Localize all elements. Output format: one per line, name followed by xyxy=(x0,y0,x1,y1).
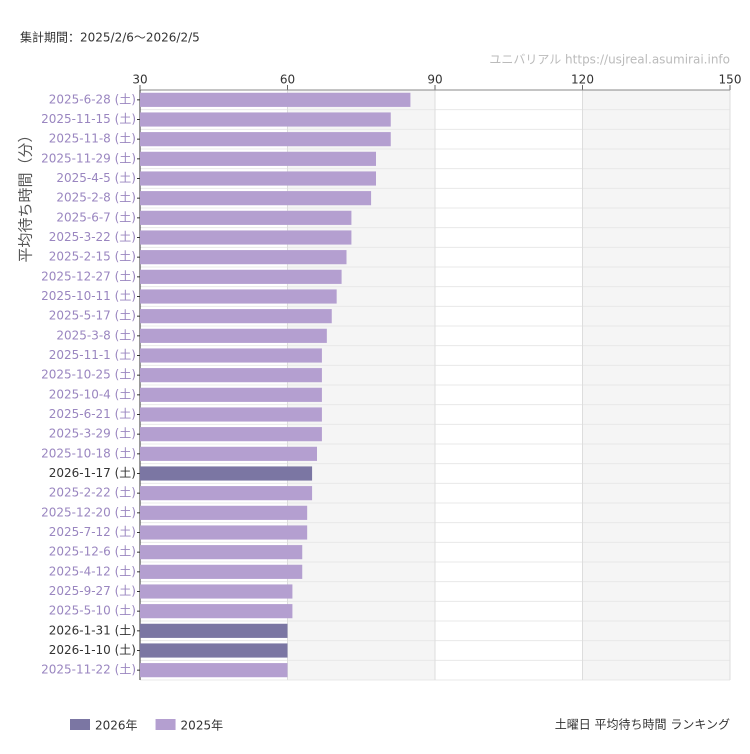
y-tick-label: 2025-3-8 (土) xyxy=(56,328,136,342)
bar xyxy=(140,250,347,265)
y-tick-label: 2026-1-10 (土) xyxy=(49,643,136,657)
bar xyxy=(140,446,317,461)
bar xyxy=(140,328,327,343)
bar xyxy=(140,210,352,225)
x-tick-label: 30 xyxy=(132,73,147,87)
bar xyxy=(140,623,288,638)
legend-label: 2026年 xyxy=(95,719,138,733)
y-tick-label: 2025-2-8 (土) xyxy=(56,191,136,205)
bar xyxy=(140,525,308,540)
y-tick-label: 2026-1-17 (土) xyxy=(49,466,136,480)
y-tick-label: 2025-3-29 (土) xyxy=(49,427,136,441)
y-tick-label: 2025-2-15 (土) xyxy=(49,250,136,264)
bar xyxy=(140,230,352,245)
y-tick-label: 2025-2-22 (土) xyxy=(49,486,136,500)
y-tick-label: 2025-11-1 (土) xyxy=(49,348,136,362)
bar xyxy=(140,466,313,481)
y-tick-label: 2025-4-5 (土) xyxy=(56,171,136,185)
y-tick-label: 2025-10-25 (土) xyxy=(41,368,136,382)
bar xyxy=(140,427,322,442)
bar xyxy=(140,151,376,166)
y-tick-label: 2025-12-20 (土) xyxy=(41,505,136,519)
bar xyxy=(140,604,293,619)
x-tick-label: 60 xyxy=(280,73,295,87)
bar xyxy=(140,289,337,304)
y-tick-label: 2025-11-22 (土) xyxy=(41,663,136,677)
y-axis-label: 平均待ち時間（分） xyxy=(17,127,35,262)
bar xyxy=(140,92,411,107)
bar xyxy=(140,387,322,402)
bar xyxy=(140,486,313,501)
bar xyxy=(140,564,303,579)
y-tick-label: 2025-12-6 (土) xyxy=(49,545,136,559)
bar xyxy=(140,309,332,324)
y-tick-label: 2025-3-22 (土) xyxy=(49,230,136,244)
y-tick-label: 2025-7-12 (土) xyxy=(49,525,136,539)
x-tick-label: 90 xyxy=(427,73,442,87)
y-tick-label: 2025-4-12 (土) xyxy=(49,564,136,578)
y-tick-label: 2025-10-4 (土) xyxy=(49,387,136,401)
bar xyxy=(140,191,372,206)
y-tick-label: 2025-5-17 (土) xyxy=(49,309,136,323)
bar xyxy=(140,407,322,422)
y-tick-label: 2025-6-21 (土) xyxy=(49,407,136,421)
legend-label: 2025年 xyxy=(181,719,224,733)
x-tick-label: 150 xyxy=(719,73,742,87)
bar xyxy=(140,663,288,678)
y-tick-label: 2026-1-31 (土) xyxy=(49,623,136,637)
bar xyxy=(140,505,308,520)
bar xyxy=(140,643,288,658)
period: 集計期間：2025/2/6〜2026/2/5 xyxy=(20,30,200,45)
y-tick-label: 2025-5-10 (土) xyxy=(49,604,136,618)
y-tick-label: 2025-11-29 (土) xyxy=(41,151,136,165)
legend-swatch xyxy=(155,719,176,730)
x-tick-label: 120 xyxy=(571,73,594,87)
y-tick-label: 2025-12-27 (土) xyxy=(41,269,136,283)
legend-swatch xyxy=(70,719,90,730)
bar xyxy=(140,171,376,186)
y-tick-label: 2025-11-8 (土) xyxy=(49,132,136,146)
bar xyxy=(140,368,322,383)
bar xyxy=(140,348,322,363)
y-tick-label: 2025-11-15 (土) xyxy=(41,112,136,126)
bar xyxy=(140,269,342,284)
y-tick-label: 2025-6-7 (土) xyxy=(56,210,136,224)
bar xyxy=(140,545,303,560)
y-tick-label: 2025-10-11 (土) xyxy=(41,289,136,303)
bar xyxy=(140,584,293,599)
bar xyxy=(140,112,391,127)
bar xyxy=(140,132,391,147)
y-tick-label: 2025-10-18 (土) xyxy=(41,446,136,460)
y-tick-label: 2025-6-28 (土) xyxy=(49,92,136,106)
caption: 土曜日 平均待ち時間 ランキング xyxy=(555,718,730,732)
y-tick-label: 2025-9-27 (土) xyxy=(49,584,136,598)
site: ユニバリアル https://usjreal.asumirai.info xyxy=(489,53,730,67)
